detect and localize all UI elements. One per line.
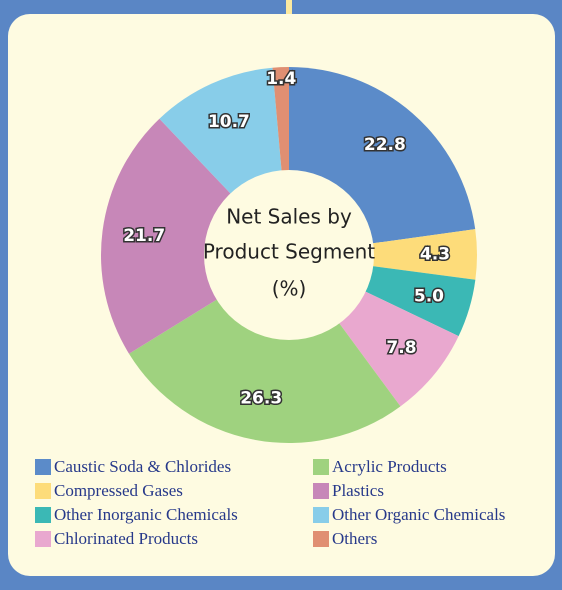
legend-swatch — [313, 483, 329, 499]
chart-title: Net Sales by — [226, 205, 352, 229]
legend-swatch — [313, 507, 329, 523]
legend-label: Acrylic Products — [332, 457, 447, 476]
legend-swatch — [313, 531, 329, 547]
legend-swatch — [35, 483, 51, 499]
value-label: 1.4 — [266, 69, 296, 89]
legend-label: Compressed Gases — [54, 481, 183, 500]
chart-title: Product Segment — [203, 240, 375, 264]
legend-label: Chlorinated Products — [54, 529, 198, 548]
legend-swatch — [35, 507, 51, 523]
connector — [286, 0, 292, 20]
value-label: 26.3 — [240, 388, 282, 408]
legend-label: Plastics — [332, 481, 384, 500]
donut-hole — [204, 170, 374, 340]
legend-swatch — [313, 459, 329, 475]
value-label: 21.7 — [123, 226, 165, 246]
legend-label: Other Organic Chemicals — [332, 505, 505, 524]
legend-label: Other Inorganic Chemicals — [54, 505, 238, 524]
slice — [129, 255, 401, 443]
legend-label: Caustic Soda & Chlorides — [54, 457, 231, 476]
chart-title: (%) — [272, 277, 307, 301]
value-label: 22.8 — [364, 135, 406, 155]
value-label: 7.8 — [386, 338, 416, 358]
slice — [289, 229, 477, 280]
slice — [101, 118, 290, 354]
legend-swatch — [35, 531, 51, 547]
value-label: 4.3 — [420, 245, 450, 265]
value-label: 10.7 — [208, 112, 250, 132]
value-label: 5.0 — [414, 287, 444, 307]
legend-swatch — [35, 459, 51, 475]
legend-label: Others — [332, 529, 377, 548]
